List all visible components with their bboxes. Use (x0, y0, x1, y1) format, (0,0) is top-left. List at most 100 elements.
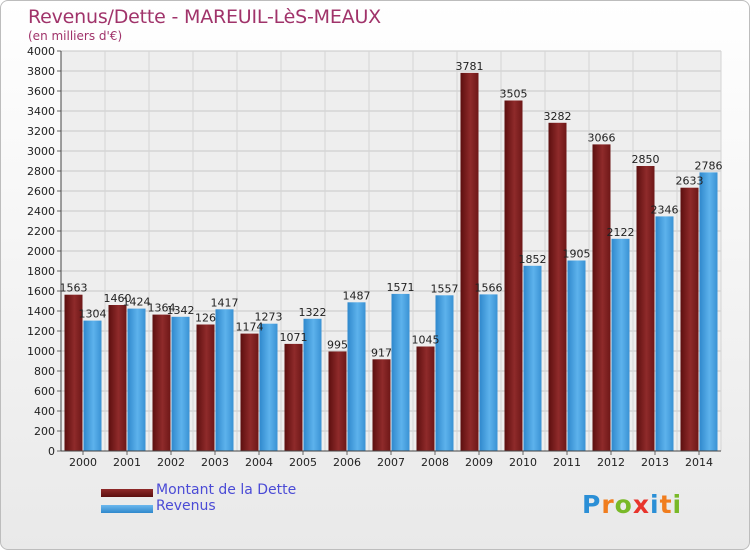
logo-letter: x (632, 490, 650, 519)
bar-debt (240, 333, 259, 451)
legend-swatch-debt (101, 489, 153, 497)
x-tick-label: 2008 (421, 456, 449, 469)
y-tick-label: 1000 (27, 345, 55, 358)
bar-debt (416, 346, 435, 451)
data-label-debt: 3282 (544, 110, 572, 123)
bar-revenue (567, 260, 586, 451)
data-label-revenue: 1273 (255, 311, 283, 324)
data-label-debt: 1071 (280, 331, 308, 344)
bar-revenue (215, 309, 234, 451)
x-tick-label: 2003 (201, 456, 229, 469)
y-tick-label: 1400 (27, 305, 55, 318)
y-tick-label: 4000 (27, 45, 55, 58)
data-label-revenue: 1487 (343, 289, 371, 302)
logo-letter: i (672, 490, 683, 519)
x-tick-label: 2005 (289, 456, 317, 469)
legend-label-revenue: Revenus (156, 498, 216, 514)
data-label-debt: 2850 (632, 153, 660, 166)
data-label-debt: 917 (371, 346, 392, 359)
bar-debt (504, 100, 523, 451)
bar-revenue (523, 265, 542, 451)
data-label-revenue: 1571 (387, 281, 415, 294)
grid-layer (60, 50, 722, 452)
axis-layer: 0 200 400 600 800 1000 1200 1400 1600 1800 2000 220… (27, 45, 721, 469)
x-tick-label: 2006 (333, 456, 361, 469)
data-label-debt: 1174 (236, 321, 264, 334)
bar-debt (372, 359, 391, 451)
data-label-revenue: 2346 (651, 203, 679, 216)
y-tick-label: 3000 (27, 145, 55, 158)
data-label-debt: 3066 (588, 131, 616, 144)
y-tick-label: 3800 (27, 65, 55, 78)
data-label-revenue: 1424 (123, 296, 151, 309)
bar-revenue (171, 316, 190, 451)
bar-revenue (83, 320, 102, 451)
bar-debt (196, 324, 215, 451)
data-label-revenue: 1322 (299, 306, 327, 319)
y-tick-label: 3600 (27, 85, 55, 98)
x-tick-label: 2000 (69, 456, 97, 469)
x-tick-label: 2004 (245, 456, 273, 469)
y-tick-label: 2600 (27, 185, 55, 198)
bar-revenue (611, 238, 630, 451)
y-tick-label: 600 (34, 385, 55, 398)
y-tick-label: 2200 (27, 225, 55, 238)
x-tick-label: 2011 (553, 456, 581, 469)
data-label-debt: 995 (327, 339, 348, 352)
data-label-debt: 1364 (148, 302, 176, 315)
data-label-debt: 2633 (676, 175, 704, 188)
data-label-revenue: 1417 (211, 296, 239, 309)
bar-revenue (435, 295, 454, 451)
y-tick-label: 3400 (27, 105, 55, 118)
data-label-revenue: 1557 (431, 282, 459, 295)
logo-letter: i (650, 490, 660, 519)
data-label-debt: 3781 (456, 60, 484, 73)
legend-label-debt: Montant de la Dette (156, 482, 297, 498)
x-tick-label: 2009 (465, 456, 493, 469)
data-label-debt: 1563 (60, 282, 88, 295)
chart-title: Revenus/Dette - MAREUIL-LèS-MEAUX (28, 6, 381, 28)
bar-revenue (655, 216, 674, 451)
bar-revenue (699, 172, 718, 451)
bar-debt (328, 351, 347, 451)
logo-letter: P (582, 490, 602, 519)
y-tick-label: 3200 (27, 125, 55, 138)
y-tick-label: 0 (48, 445, 55, 458)
proxiti-logo: Proxiti (582, 490, 682, 519)
bar-debt (64, 294, 83, 451)
x-tick-label: 2001 (113, 456, 141, 469)
x-tick-label: 2010 (509, 456, 537, 469)
data-label-revenue: 1304 (79, 308, 107, 321)
data-label-debt: 1460 (104, 292, 132, 305)
bar-revenue (303, 318, 322, 451)
x-tick-label: 2007 (377, 456, 405, 469)
y-tick-label: 2400 (27, 205, 55, 218)
bars-layer (64, 72, 718, 452)
data-label-revenue: 1852 (519, 253, 547, 266)
x-tick-label: 2014 (685, 456, 713, 469)
chart-subtitle: (en milliers d'€) (28, 29, 123, 43)
bar-debt (548, 122, 567, 452)
x-tick-label: 2013 (641, 456, 669, 469)
data-label-revenue: 2786 (695, 159, 723, 172)
y-tick-label: 1200 (27, 325, 55, 338)
x-tick-label: 2002 (157, 456, 185, 469)
y-tick-label: 2000 (27, 245, 55, 258)
data-label-revenue: 1342 (167, 304, 195, 317)
y-tick-label: 800 (34, 365, 55, 378)
x-tick-label: 2012 (597, 456, 625, 469)
bar-revenue (479, 294, 498, 451)
bar-revenue (259, 323, 278, 451)
y-tick-label: 2800 (27, 165, 55, 178)
bar-debt (680, 187, 699, 451)
bar-debt (108, 305, 127, 451)
y-tick-label: 200 (34, 425, 55, 438)
bar-debt (636, 166, 655, 451)
logo-letter: t (659, 490, 673, 519)
bar-debt (152, 314, 171, 451)
y-tick-label: 1800 (27, 265, 55, 278)
data-label-revenue: 1905 (563, 248, 591, 261)
bar-revenue (347, 302, 366, 451)
